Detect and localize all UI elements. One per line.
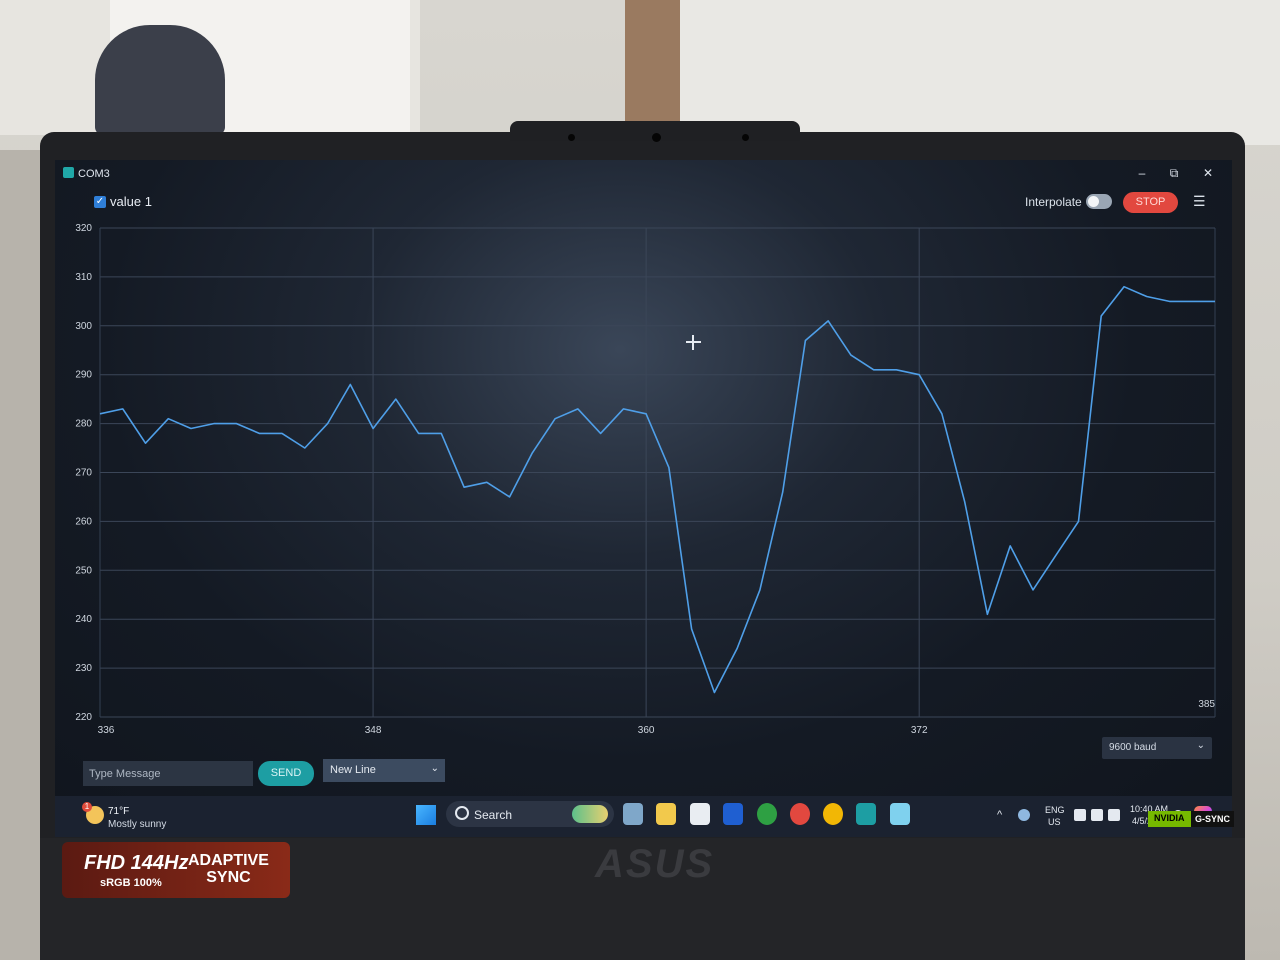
windows-taskbar: 1 71°F Mostly sunny Search ^ ENG US 10:4… bbox=[55, 796, 1232, 837]
background-person bbox=[95, 25, 225, 135]
y-tick-label: 290 bbox=[75, 370, 92, 381]
series-line-value-1 bbox=[99, 285, 1215, 694]
sticker-adaptive-line1: ADAPTIVE bbox=[188, 852, 269, 869]
y-tick-label: 310 bbox=[75, 272, 92, 283]
interpolate-label: Interpolate bbox=[1025, 195, 1082, 209]
background-desk bbox=[0, 150, 45, 960]
search-highlight-art bbox=[572, 805, 608, 823]
y-tick-label: 320 bbox=[75, 223, 92, 234]
y-tick-label: 280 bbox=[75, 419, 92, 430]
language-indicator[interactable]: ENG bbox=[1045, 805, 1065, 815]
baud-rate-value: 9600 baud bbox=[1109, 742, 1157, 753]
cursor-crosshair-vertical bbox=[692, 335, 694, 350]
series-label: value 1 bbox=[110, 194, 152, 209]
chrome-canary-icon[interactable] bbox=[823, 803, 843, 825]
y-tick-label: 230 bbox=[75, 663, 92, 674]
wifi-icon[interactable] bbox=[1074, 809, 1086, 821]
tray-chevron-up-icon[interactable]: ^ bbox=[997, 809, 1003, 821]
search-icon bbox=[455, 806, 469, 820]
adobe-app-icon[interactable] bbox=[723, 803, 743, 825]
weather-temperature[interactable]: 71°F bbox=[108, 806, 130, 817]
xbox-icon[interactable] bbox=[757, 803, 777, 825]
interpolate-toggle[interactable] bbox=[1086, 194, 1112, 209]
clock-time[interactable]: 10:40 AM bbox=[1130, 804, 1169, 814]
store-icon[interactable] bbox=[690, 803, 710, 825]
windows-start-icon[interactable] bbox=[416, 805, 436, 825]
message-input[interactable] bbox=[83, 761, 253, 786]
webcam-lens bbox=[652, 133, 661, 142]
line-ending-value: New Line bbox=[330, 764, 376, 776]
series-checkbox[interactable]: ✓ bbox=[94, 196, 106, 208]
y-tick-label: 300 bbox=[75, 321, 92, 332]
webcam-housing bbox=[510, 121, 800, 141]
chrome-icon[interactable] bbox=[790, 803, 810, 825]
weather-badge: 1 bbox=[82, 802, 92, 812]
gsync-badge-right: G-SYNC bbox=[1190, 811, 1234, 827]
baud-rate-select[interactable]: 9600 baud ⌄ bbox=[1102, 737, 1212, 759]
weather-description[interactable]: Mostly sunny bbox=[108, 819, 167, 830]
notepad-icon[interactable] bbox=[890, 803, 910, 825]
webcam-sensor-right bbox=[742, 134, 749, 141]
arduino-app-icon bbox=[63, 167, 74, 178]
file-explorer-icon[interactable] bbox=[656, 803, 676, 825]
sticker-adaptive-line2: SYNC bbox=[206, 869, 251, 886]
restore-button[interactable]: ⧉ bbox=[1169, 166, 1179, 180]
laptop-screen: COM3 – ⧉ ✕ ✓ value 1 Interpolate STOP ☰ … bbox=[55, 160, 1232, 837]
arduino-ide-icon[interactable] bbox=[856, 803, 876, 825]
battery-icon[interactable] bbox=[1108, 809, 1120, 821]
chevron-down-icon: ⌄ bbox=[430, 763, 439, 774]
volume-icon[interactable] bbox=[1091, 809, 1103, 821]
window-titlebar: COM3 – ⧉ ✕ bbox=[55, 160, 1232, 186]
background-door bbox=[625, 0, 680, 125]
x-tick-label: 336 bbox=[98, 725, 115, 736]
y-tick-label: 240 bbox=[75, 614, 92, 625]
brand-logo: ASUS bbox=[595, 842, 715, 886]
task-view-icon[interactable] bbox=[623, 803, 643, 825]
sticker-srgb: sRGB 100% bbox=[100, 877, 162, 889]
search-label: Search bbox=[474, 808, 513, 822]
send-button[interactable]: SEND bbox=[258, 761, 314, 786]
taskbar-search-box[interactable]: Search bbox=[446, 801, 614, 827]
display-spec-sticker: FHD 144Hz sRGB 100% ADAPTIVE SYNC bbox=[62, 842, 290, 898]
sticker-fhd: FHD 144Hz bbox=[84, 852, 189, 874]
x-tick-label: 348 bbox=[365, 725, 382, 736]
y-tick-label: 220 bbox=[75, 712, 92, 723]
y-tick-label: 250 bbox=[75, 565, 92, 576]
onedrive-icon[interactable] bbox=[1018, 809, 1030, 821]
minimize-button[interactable]: – bbox=[1138, 166, 1146, 180]
chevron-down-icon: ⌄ bbox=[1196, 740, 1205, 751]
menu-icon[interactable]: ☰ bbox=[1193, 193, 1206, 209]
webcam-sensor-left bbox=[568, 134, 575, 141]
stop-button[interactable]: STOP bbox=[1123, 192, 1178, 213]
gsync-badge: NVIDIA G-SYNC bbox=[1148, 811, 1234, 827]
y-tick-label: 260 bbox=[75, 516, 92, 527]
window-title: COM3 bbox=[78, 168, 110, 180]
sticker-adaptive-sync: ADAPTIVE SYNC bbox=[188, 852, 269, 886]
background-wall-right bbox=[680, 0, 1280, 145]
line-ending-select[interactable]: New Line ⌄ bbox=[323, 759, 445, 782]
keyboard-layout[interactable]: US bbox=[1048, 817, 1061, 827]
x-tick-label: 360 bbox=[638, 725, 655, 736]
close-button[interactable]: ✕ bbox=[1202, 166, 1214, 180]
x-tick-label: 372 bbox=[911, 725, 928, 736]
serial-plotter-chart: 320 310 300 290 280 270 260 250 240 230 220 336 348 3… bbox=[75, 223, 1216, 736]
gsync-badge-left: NVIDIA bbox=[1154, 813, 1185, 823]
interpolate-toggle-knob bbox=[1088, 196, 1099, 207]
y-tick-label: 270 bbox=[75, 468, 92, 479]
x-tick-label: 385 bbox=[1198, 699, 1215, 710]
